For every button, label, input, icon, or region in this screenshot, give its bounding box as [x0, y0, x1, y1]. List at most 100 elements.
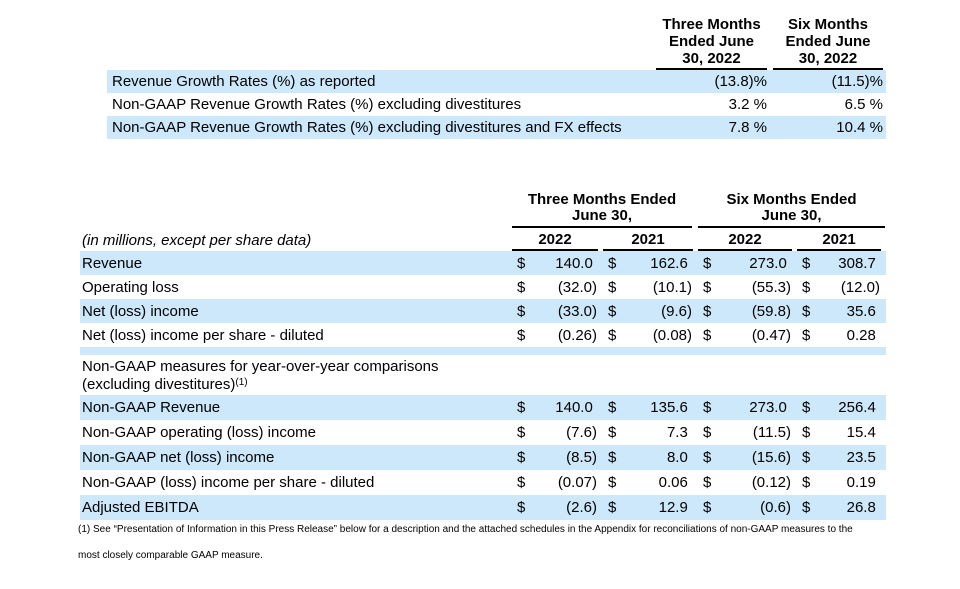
table-row-non-gaap-income-per-share: Non-GAAP (loss) income per share - dilut…	[80, 470, 886, 495]
value-cell: $162.6	[603, 255, 698, 272]
amount: 0.28	[846, 326, 880, 344]
currency-symbol: $	[802, 302, 811, 320]
row-label: Adjusted EBITDA	[82, 499, 199, 516]
row-label: Operating loss	[82, 278, 179, 296]
value-cell: $ (55.3)	[698, 279, 797, 296]
table-row-non-gaap-net-income: Non-GAAP net (loss) income $ (8.5) $8.0 $…	[80, 445, 886, 470]
value-cell: $ (33.0)	[512, 303, 603, 320]
currency-symbol: $	[703, 399, 712, 416]
amount: (11.5)	[752, 424, 791, 441]
amount: 26.8	[846, 499, 880, 516]
footnote: (1) See “Presentation of Information in …	[78, 523, 886, 562]
table-row-adjusted-ebitda: Adjusted EBITDA $ (2.6) $12.9 $ (0.6) $26.…	[80, 495, 886, 520]
header-line: June 30,	[571, 207, 633, 224]
amount: (15.6)	[751, 449, 791, 466]
value-cell: $ (0.12)	[698, 474, 797, 491]
amount: (32.0)	[557, 278, 597, 296]
currency-symbol: $	[517, 474, 526, 491]
year-header-2021-q: 2021	[603, 230, 693, 251]
currency-symbol: $	[517, 424, 526, 441]
amount: (8.5)	[566, 449, 597, 466]
value-cell: $12.9	[603, 499, 698, 516]
currency-symbol: $	[608, 399, 617, 416]
amount: 256.4	[838, 399, 880, 416]
value-cell: $0.28	[797, 327, 886, 344]
header-line: June 30,	[761, 207, 822, 224]
value-cell: $35.6	[797, 303, 886, 320]
value-cell: $ (12.0)	[797, 279, 886, 296]
row-label: Revenue Growth Rates (%) as reported	[112, 73, 376, 90]
value-cell: $ (10.1)	[603, 279, 698, 296]
row-label: Non-GAAP (loss) income per share - dilut…	[82, 474, 375, 491]
value-six-months: (11.5)%	[831, 73, 883, 90]
value-cell: $273.0	[698, 255, 797, 272]
currency-symbol: $	[802, 254, 811, 272]
amount: 140.0	[555, 254, 597, 272]
revenue-growth-table: Three Months Ended June 30, 2022 Six Mon…	[107, 14, 886, 139]
amount: 8.0	[666, 449, 692, 466]
amount: (9.6)	[661, 302, 692, 320]
amount: (0.26)	[557, 326, 597, 344]
group-header-six-months: Six Months Ended June 30,	[698, 190, 885, 228]
amount: 12.9	[658, 499, 692, 516]
currency-symbol: $	[802, 326, 811, 344]
value-cell: $ (0.47)	[698, 327, 797, 344]
footnote-reference: (1)	[235, 377, 248, 388]
value-cell: $140.0	[512, 255, 603, 272]
value-cell: $ (0.08)	[603, 327, 698, 344]
currency-symbol: $	[608, 499, 617, 516]
year-header-row: (in millions, except per share data) 202…	[80, 230, 886, 251]
currency-symbol: $	[608, 424, 617, 441]
value-three-months: 3.2 %	[728, 96, 767, 113]
amount: 23.5	[846, 449, 880, 466]
amount: 15.4	[846, 424, 880, 441]
table-row-net-loss-income: Net (loss) income $ (33.0) $ (9.6) $ (59.8)…	[80, 299, 886, 323]
section-header-line: (excluding divestitures)(1)	[82, 376, 886, 396]
currency-symbol: $	[703, 499, 712, 516]
amount: 273.0	[749, 254, 791, 272]
header-line: Ended June	[785, 33, 871, 50]
table-row-growth-ex-divestitures: Non-GAAP Revenue Growth Rates (%) exclud…	[107, 93, 886, 116]
value-cell: $135.6	[603, 399, 698, 416]
amount: 162.6	[650, 254, 692, 272]
year-header-2022-q: 2022	[512, 230, 598, 251]
header-line: Six Months Ended	[726, 191, 857, 208]
amount: 35.6	[846, 302, 880, 320]
value-cell: $ (7.6)	[512, 424, 603, 441]
row-label: Non-GAAP Revenue Growth Rates (%) exclud…	[112, 96, 522, 113]
value-cell: $ (9.6)	[603, 303, 698, 320]
value-cell: $140.0	[512, 399, 603, 416]
currency-symbol: $	[703, 424, 712, 441]
row-label: Net (loss) income per share - diluted	[82, 326, 324, 344]
currency-symbol: $	[517, 278, 526, 296]
value-three-months: 7.8 %	[728, 119, 767, 136]
growth-table-header-row: Three Months Ended June 30, 2022 Six Mon…	[107, 14, 886, 70]
currency-symbol: $	[703, 302, 712, 320]
value-cell: $7.3	[603, 424, 698, 441]
currency-symbol: $	[517, 302, 526, 320]
table-row-operating-loss: Operating loss $ (32.0) $ (10.1) $ (55.3) $…	[80, 275, 886, 299]
amount: (7.6)	[566, 424, 597, 441]
row-label: Non-GAAP Revenue	[82, 399, 221, 416]
header-line: 30, 2022	[682, 50, 741, 67]
currency-symbol: $	[802, 278, 811, 296]
value-cell: $ (32.0)	[512, 279, 603, 296]
amount: (0.12)	[751, 474, 791, 491]
currency-symbol: $	[703, 254, 712, 272]
currency-symbol: $	[608, 326, 617, 344]
currency-symbol: $	[802, 449, 811, 466]
amount: 308.7	[838, 254, 880, 272]
currency-symbol: $	[517, 449, 526, 466]
amount: (10.1)	[652, 278, 692, 296]
amount: (0.47)	[751, 326, 791, 344]
currency-symbol: $	[517, 326, 526, 344]
currency-symbol: $	[703, 449, 712, 466]
header-line: 30, 2022	[798, 50, 858, 67]
currency-symbol: $	[517, 399, 526, 416]
header-line: Three Months	[662, 16, 761, 33]
year-header-2021-h: 2021	[797, 230, 881, 251]
currency-symbol: $	[802, 399, 811, 416]
value-cell: $308.7	[797, 255, 886, 272]
currency-symbol: $	[703, 278, 712, 296]
